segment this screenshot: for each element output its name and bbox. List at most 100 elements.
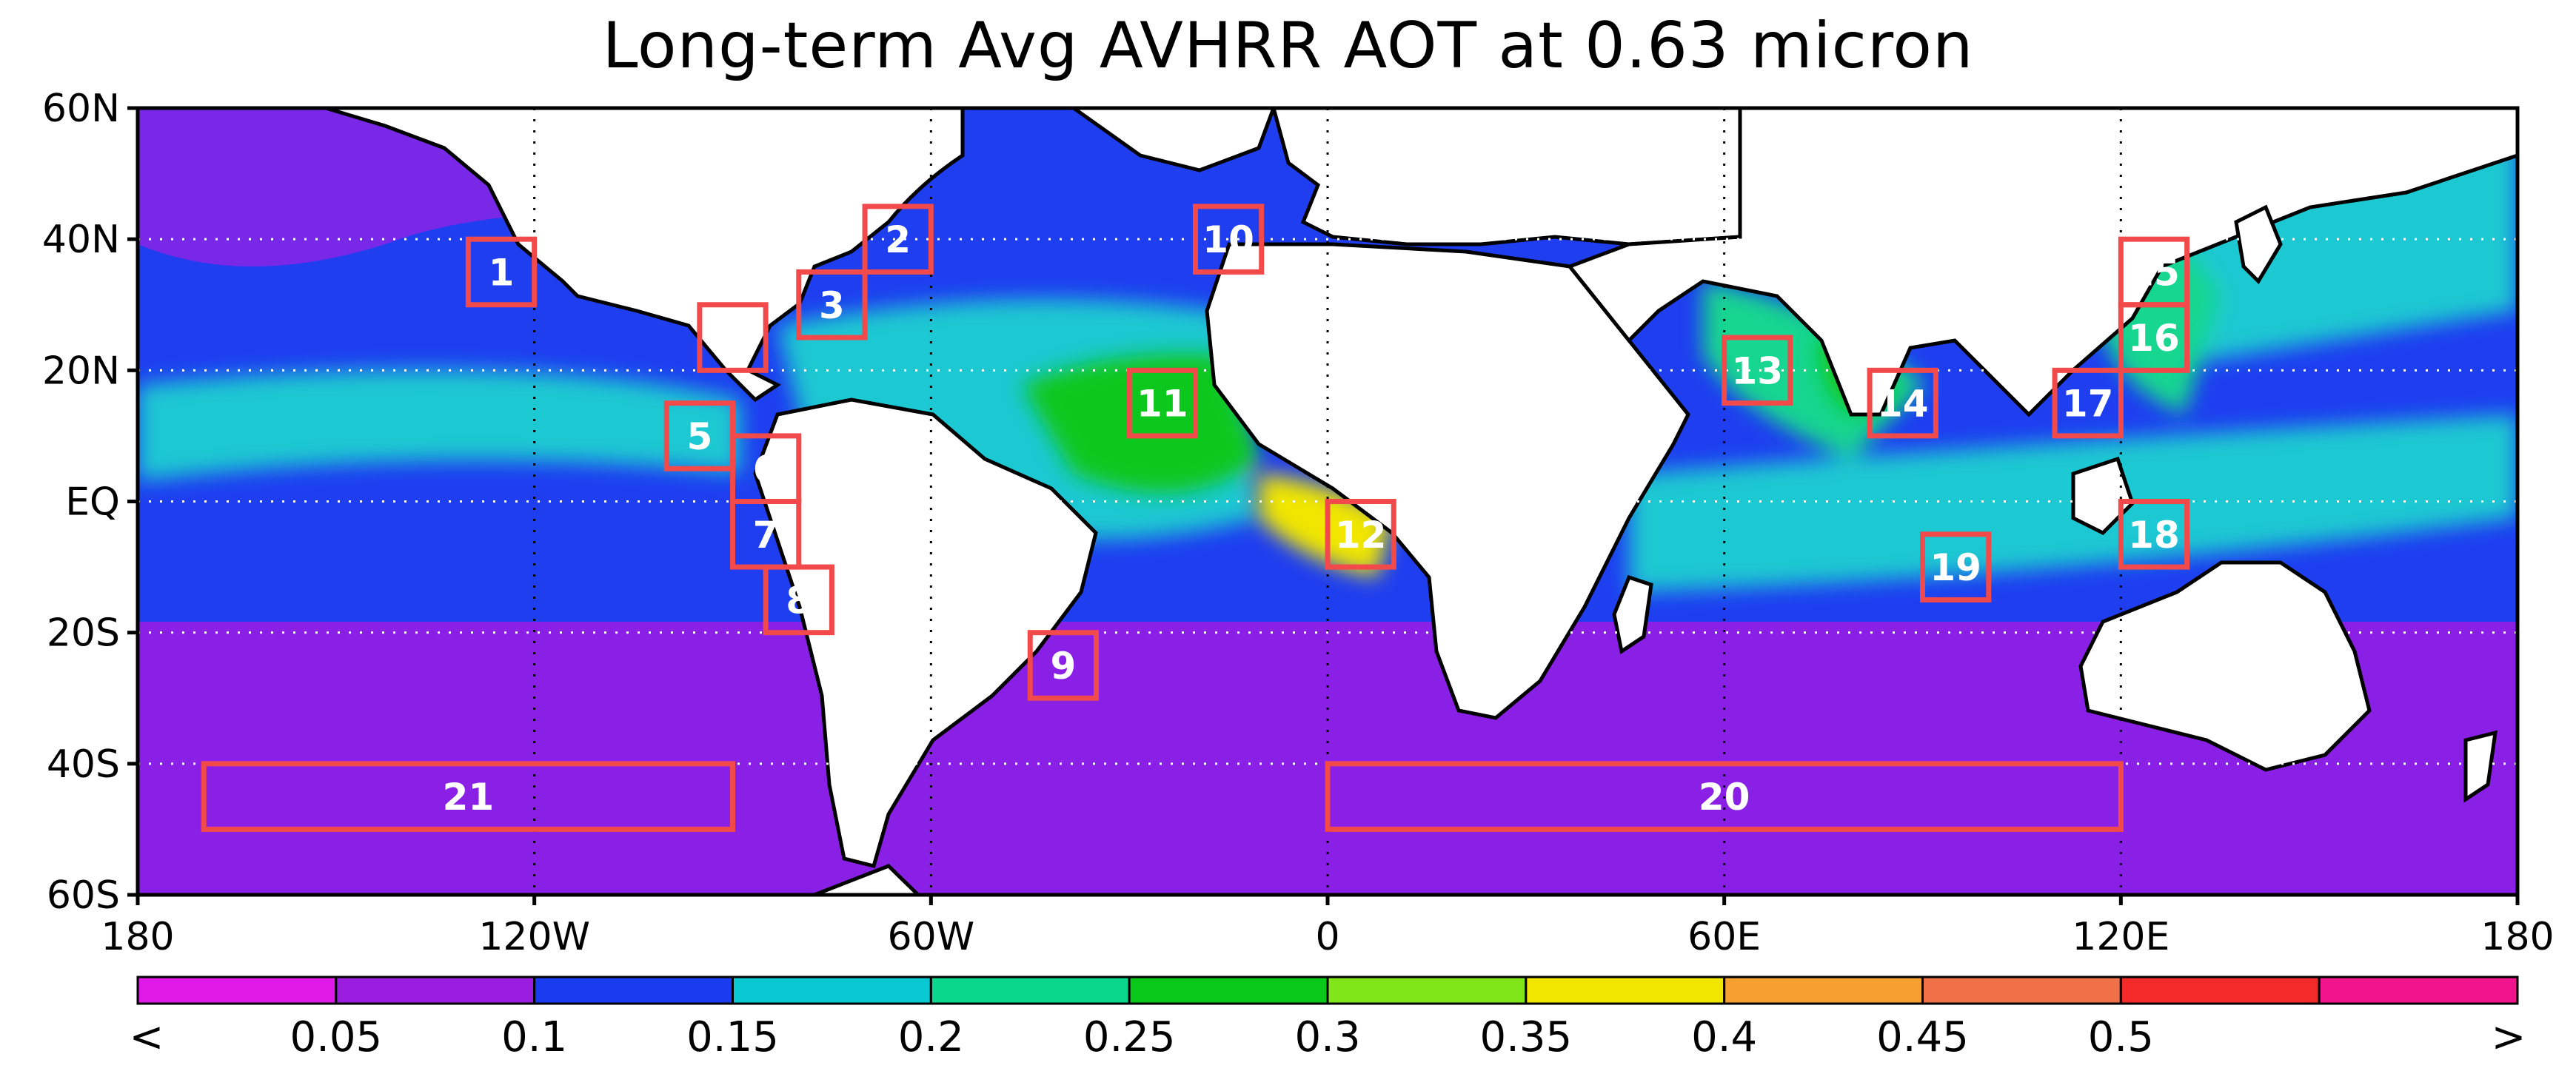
colorbar-label: 0.45 — [1876, 1013, 1969, 1061]
region-box-1: 1 — [465, 236, 538, 308]
colorbar-swatch — [2318, 976, 2519, 1005]
colorbar-swatch — [1723, 976, 1924, 1005]
region-label: 6 — [753, 448, 779, 491]
colorbar-label: 0.25 — [1083, 1013, 1176, 1061]
australia — [2078, 560, 2372, 772]
greenland — [1070, 108, 1276, 172]
region-label: 8 — [786, 579, 812, 622]
north-america — [325, 108, 965, 403]
region-label: 12 — [1335, 514, 1387, 557]
region-label: 9 — [1050, 645, 1076, 688]
y-tick-label: 20S — [47, 611, 120, 656]
x-tick-label: 180 — [2480, 915, 2554, 959]
region-outline — [1920, 531, 1992, 602]
page-title: Long-term Avg AVHRR AOT at 0.63 micron — [602, 9, 1974, 83]
region-outline — [1325, 761, 2124, 832]
land-masses — [325, 108, 2518, 895]
y-tick-label: 20N — [42, 349, 120, 393]
colorbar-swatch — [929, 976, 1131, 1005]
colorbar-swatch — [1326, 976, 1528, 1005]
region-label: 15 — [2128, 251, 2180, 294]
x-tick-label: 0 — [1315, 915, 1339, 959]
region-box-8: 8 — [763, 564, 834, 636]
antarctic-edge — [814, 864, 921, 895]
region-outline — [201, 761, 735, 832]
colorbar-label: > — [2492, 1013, 2526, 1061]
region-outline — [796, 269, 868, 340]
colorbar-label: 0.15 — [686, 1013, 779, 1061]
colorbar-swatch — [533, 976, 735, 1005]
dust-plume-green — [1022, 354, 1259, 493]
region-label: 18 — [2128, 514, 2180, 557]
region-label: 5 — [686, 415, 712, 458]
region-box-14: 14 — [1867, 367, 1938, 439]
x-tick-label: 120E — [2072, 915, 2169, 959]
europe — [1271, 108, 1742, 246]
south-america — [753, 397, 1098, 869]
region-box-4: 4 — [697, 302, 769, 373]
region-outline — [1192, 204, 1265, 275]
region-box-3: 3 — [796, 269, 868, 340]
region-label: 10 — [1202, 218, 1254, 261]
region-box-13: 13 — [1722, 335, 1793, 406]
pacific-cyan-belt — [138, 369, 740, 481]
colorbar-swatch — [136, 976, 338, 1005]
region-box-19: 19 — [1920, 531, 1992, 602]
region-outline — [1027, 630, 1100, 701]
asia — [1566, 108, 2518, 417]
region-box-11: 11 — [1126, 367, 1198, 439]
region-box-16: 16 — [2118, 302, 2190, 373]
colorbar-swatch — [335, 976, 536, 1005]
region-label: 21 — [443, 776, 495, 819]
region-label: 3 — [819, 284, 845, 327]
region-label: 7 — [753, 514, 779, 557]
colorbar-swatch — [1128, 976, 1329, 1005]
region-box-18: 18 — [2118, 499, 2190, 570]
colorbar-swatch — [1525, 976, 1726, 1005]
region-box-9: 9 — [1027, 630, 1100, 701]
region-label: 14 — [1877, 383, 1929, 426]
region-label: 11 — [1137, 383, 1188, 426]
map-axes: 180 120W 60W 0 60E 120E 180 60N 40N 20N EQ 20S 40S 60… — [42, 87, 2555, 959]
region-label: 2 — [885, 218, 911, 261]
japan — [2234, 204, 2283, 285]
region-outline — [2118, 499, 2190, 570]
x-tick-label: 120W — [478, 915, 590, 959]
region-label: 1 — [489, 251, 515, 294]
region-label: 13 — [1732, 349, 1784, 392]
region-label: 16 — [2128, 317, 2180, 360]
region-box-20: 20 — [1325, 761, 2124, 832]
region-label: 17 — [2062, 383, 2114, 426]
y-tick-label: 60S — [47, 873, 120, 918]
madagascar — [1612, 574, 1653, 655]
y-tick-label: 60N — [42, 87, 120, 131]
region-outline — [1722, 335, 1793, 406]
region-outline — [763, 564, 834, 636]
colorbar-label: 0.2 — [898, 1013, 964, 1061]
region-outline — [1867, 367, 1938, 439]
colorbar-label: 0.35 — [1479, 1013, 1572, 1061]
region-outline — [697, 302, 769, 373]
region-outline — [2118, 302, 2190, 373]
colorbar-swatch — [1921, 976, 2122, 1005]
colorbar-swatch — [732, 976, 932, 1005]
region-outline — [465, 236, 538, 308]
region-outline — [2052, 367, 2124, 439]
region-box-2: 2 — [862, 204, 934, 275]
colorbar-label: < — [130, 1013, 164, 1061]
region-label: 19 — [1930, 546, 1981, 589]
x-tick-label: 60E — [1687, 915, 1761, 959]
borneo — [2071, 456, 2135, 536]
region-box-12: 12 — [1325, 499, 1396, 570]
region-box-17: 17 — [2052, 367, 2124, 439]
x-tick-label: 180 — [101, 915, 174, 959]
region-outline — [862, 204, 934, 275]
region-outline — [1126, 367, 1198, 439]
colorbar-label: 0.05 — [290, 1013, 382, 1061]
region-outline — [1325, 499, 1396, 570]
colorbar-label: 0.3 — [1294, 1013, 1360, 1061]
new-zealand — [2463, 730, 2498, 803]
